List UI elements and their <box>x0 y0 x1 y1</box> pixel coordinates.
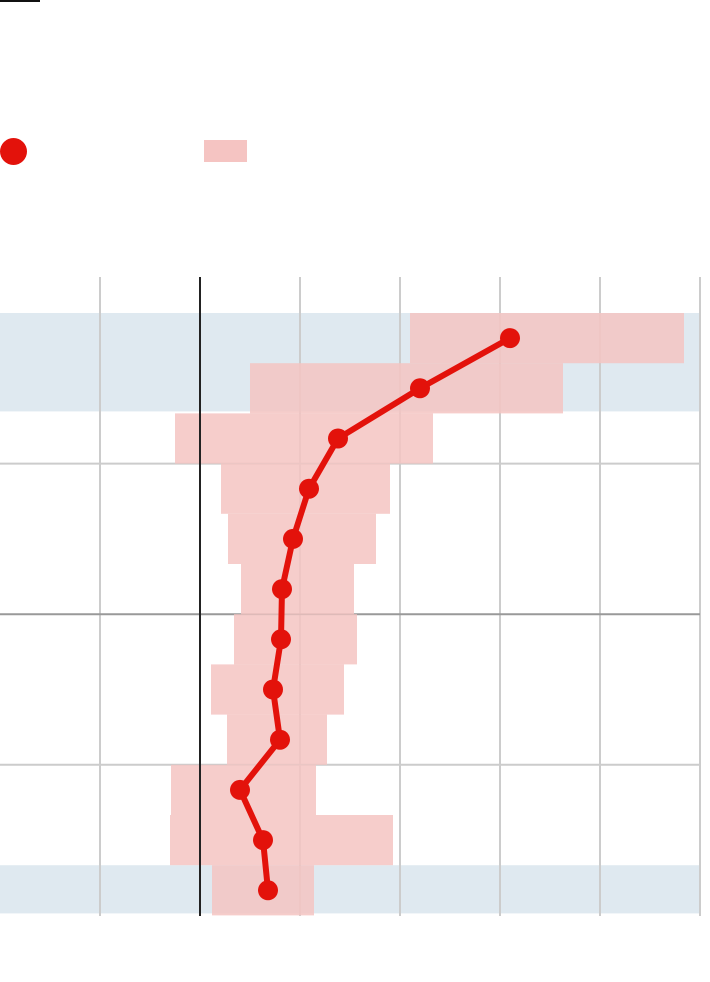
data-point <box>230 779 250 800</box>
legend-range-band-icon <box>204 140 247 162</box>
data-point <box>271 629 291 650</box>
data-point <box>253 830 273 851</box>
data-point <box>500 328 520 349</box>
data-point <box>283 528 303 549</box>
range-bar <box>234 614 357 665</box>
data-point <box>258 880 278 901</box>
range-bar <box>170 815 393 866</box>
data-point <box>272 579 292 600</box>
legend-point-marker-icon <box>0 138 27 165</box>
range-bar <box>175 413 433 464</box>
range-bar <box>241 564 354 615</box>
highlight-row-band-1 <box>0 865 700 914</box>
data-point <box>410 378 430 399</box>
range-bar <box>410 313 684 364</box>
top-rule <box>0 0 40 2</box>
data-point <box>263 679 283 700</box>
data-point <box>270 729 290 750</box>
range-bar <box>250 363 563 414</box>
data-point <box>299 478 319 499</box>
data-point <box>328 428 348 449</box>
